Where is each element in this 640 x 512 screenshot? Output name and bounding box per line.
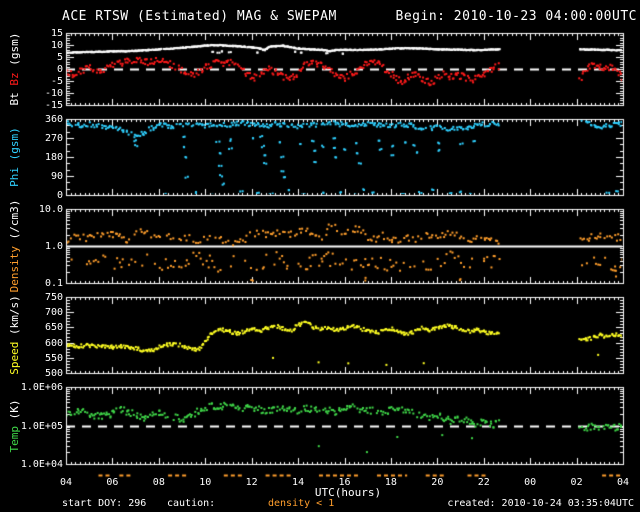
y-tick-label: 5 (56, 52, 63, 63)
panel-ylabel-temp: Temp (K) (8, 399, 21, 452)
x-tick-label: 22 (477, 477, 490, 488)
y-tick-label: 10.0 (38, 204, 63, 215)
page-title: ACE RTSW (Estimated) MAG & SWEPAM (62, 9, 337, 24)
x-tick-label: 08 (152, 477, 165, 488)
x-axis-title: UTC(hours) (314, 486, 382, 499)
y-tick-label: -5 (50, 76, 63, 87)
y-tick-label: 270 (44, 133, 63, 144)
x-tick-label: 12 (245, 477, 258, 488)
x-tick-label: 20 (431, 477, 444, 488)
caution-value-label: density < 1 (268, 498, 335, 509)
y-tick-label: 0 (56, 190, 63, 201)
y-tick-label: 360 (44, 114, 63, 125)
x-tick-label: 00 (524, 477, 537, 488)
x-tick-label: 14 (292, 477, 305, 488)
y-tick-label: -15 (44, 100, 63, 111)
x-tick-label: 04 (616, 477, 630, 488)
y-tick-label: 90 (50, 171, 63, 182)
y-tick-label: 500 (44, 368, 63, 379)
y-tick-label: 0.1 (44, 278, 63, 289)
x-tick-label: 18 (384, 477, 397, 488)
x-tick-label: 10 (199, 477, 212, 488)
x-tick-label: 04 (59, 477, 73, 488)
created-timestamp: created: 2010-10-24 03:35:04UTC (447, 498, 634, 509)
y-tick-label: 180 (44, 152, 63, 163)
y-tick-label: -10 (44, 88, 63, 99)
begin-timestamp: Begin: 2010-10-23 04:00:00UTC (395, 9, 637, 24)
y-tick-label: 600 (44, 337, 63, 349)
start-doy-label: start DOY: 296 (62, 498, 147, 509)
y-tick-label: 1.0 (44, 241, 63, 252)
x-tick-label: 02 (570, 477, 583, 488)
caution-label: caution: (167, 498, 216, 509)
y-tick-label: 1.0E+04 (20, 459, 63, 470)
y-tick-label: 550 (44, 352, 63, 364)
y-tick-label: 15 (50, 28, 63, 39)
y-tick-label: 0 (56, 64, 63, 75)
y-tick-label: 650 (44, 322, 63, 334)
y-tick-label: 1.0E+05 (20, 420, 63, 432)
x-tick-label: 06 (106, 477, 119, 488)
y-tick-label: 700 (44, 307, 63, 319)
y-tick-label: 1.0E+06 (20, 382, 63, 393)
y-tick-label: 10 (50, 40, 63, 51)
x-tick-label: 16 (338, 477, 351, 488)
y-tick-label: 750 (44, 292, 63, 303)
